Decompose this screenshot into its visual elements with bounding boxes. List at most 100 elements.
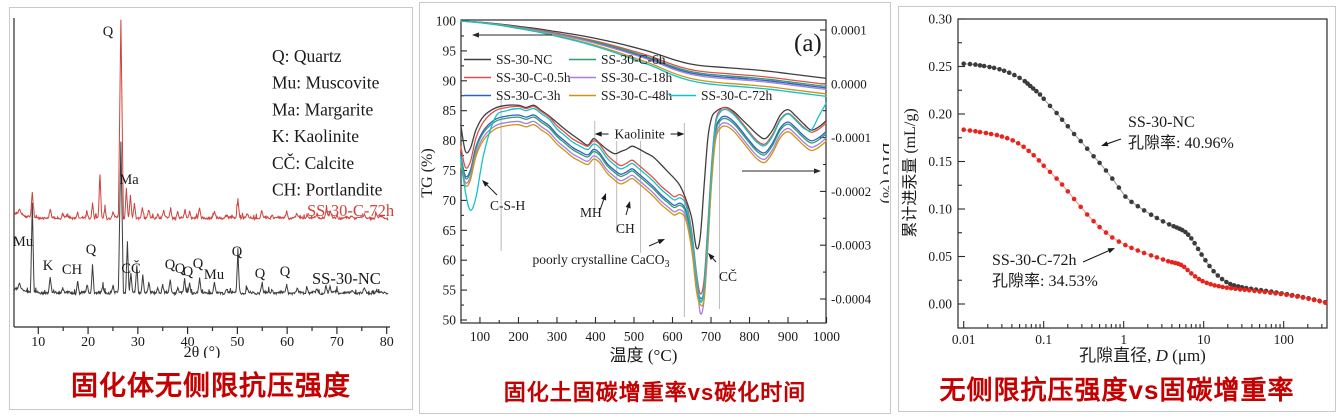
svg-text:-0.0004: -0.0004: [831, 292, 872, 307]
svg-text:0.0000: 0.0000: [831, 76, 867, 91]
svg-text:Q: Q: [255, 266, 266, 282]
legend-entry: SS-30-C-18h: [601, 70, 673, 85]
tg-legend: SS-30-NC SS-30-C-0.5h SS-30-C-3h SS-30-C-6h…: [464, 52, 773, 103]
mip-x-axis-label: 孔隙直径, D (μm): [1079, 346, 1206, 365]
svg-text:0.05: 0.05: [928, 249, 952, 264]
svg-text:400: 400: [585, 329, 606, 344]
xrd-chart: 10 20 30 40 50 60 70 80 2θ (°) SS-30-C-72h SS-30-N…: [13, 18, 395, 358]
mip-chart: 0.01 0.1 1 10 100 0.00 0.05 0.10 0.15 0.20 0.25 0.3…: [901, 12, 1328, 365]
annotation-arrow: [482, 180, 498, 196]
svg-text:CČ: CČ: [121, 260, 140, 277]
legend-entry: SS-30-C-48h: [601, 88, 673, 103]
svg-text:Q: Q: [232, 244, 243, 260]
tg-axes: [460, 19, 827, 324]
svg-text:90: 90: [443, 73, 457, 88]
mip-annotation-text: 孔隙率: 34.53%: [992, 272, 1098, 290]
dtg-curve-SS-30-C-72h: [460, 102, 828, 303]
svg-text:95: 95: [443, 43, 457, 58]
dtg-curve-SS-30-C-48h: [460, 123, 827, 307]
svg-text:800: 800: [739, 329, 760, 344]
svg-text:Mu: Muscovite: Mu: Muscovite: [272, 73, 380, 93]
svg-text:Q: Q: [103, 24, 114, 40]
annotation-arrow: [625, 201, 631, 216]
svg-text:65: 65: [443, 223, 457, 238]
svg-text:Mu: Mu: [204, 267, 224, 283]
svg-text:50: 50: [443, 313, 457, 328]
mip-annotation-text: SS-30-C-72h: [992, 252, 1076, 269]
svg-text:CH: CH: [62, 262, 83, 278]
svg-text:700: 700: [701, 329, 722, 344]
xrd-series-label: SS-30-C-72h: [307, 201, 395, 220]
tg-x-axis-label: 温度 (°C): [610, 346, 678, 365]
mip-tick-labels: 0.01 0.1 1 10 100 0.00 0.05 0.10 0.15 0.20 0.25 0.3…: [928, 12, 1294, 348]
mip-series-SS-30-C-72h: [961, 127, 1328, 306]
svg-text:75: 75: [443, 163, 457, 178]
tg-dtg-curves: [460, 20, 828, 315]
svg-text:Ma: Ma: [119, 172, 139, 188]
tg-tick-labels: 100 200 300 400 500 600 700 800 900 1000 50 55 60 65 7…: [436, 14, 872, 345]
svg-text:Kaolinite: Kaolinite: [614, 127, 664, 142]
svg-text:300: 300: [547, 329, 568, 344]
svg-text:C-S-H: C-S-H: [490, 198, 526, 213]
svg-text:K: K: [43, 258, 54, 274]
svg-text:70: 70: [443, 193, 457, 208]
tg-right-axis-label: DTG (%): [879, 143, 889, 204]
svg-text:30: 30: [131, 335, 145, 350]
svg-text:0.20: 0.20: [928, 107, 952, 122]
dtg-curve-SS-30-C-6h: [460, 116, 827, 302]
svg-text:50: 50: [230, 335, 244, 350]
svg-text:Q: Q: [86, 242, 97, 258]
xrd-x-ticks: 10 20 30 40 50 60 70 80: [31, 327, 394, 350]
legend-entry: SS-30-NC: [496, 52, 552, 67]
xrd-series-SS-30-C-72h: [13, 19, 389, 222]
tg-caption: 固化土固碳增重率vs碳化时间: [503, 380, 807, 405]
svg-text:20: 20: [81, 335, 95, 350]
annotation-arrow: [1101, 138, 1122, 147]
svg-text:55: 55: [443, 283, 457, 298]
mip-panel: 0.01 0.1 1 10 100 0.00 0.05 0.10 0.15 0.20 0.25 0.3…: [898, 6, 1336, 412]
legend-entry: SS-30-C-3h: [496, 88, 561, 103]
svg-text:-0.0001: -0.0001: [831, 130, 871, 145]
tg-curve-SS-30-NC: [460, 20, 827, 80]
svg-text:Ma: Margarite: Ma: Margarite: [272, 99, 373, 119]
mip-ticks: [958, 18, 1323, 328]
dtg-curve-SS-30-C-3h: [460, 114, 827, 300]
mip-caption: 无侧限抗压强度vs固碳增重率: [939, 374, 1295, 405]
svg-text:1000: 1000: [813, 329, 840, 344]
svg-text:1: 1: [1120, 332, 1127, 347]
svg-text:Q: Q: [183, 264, 194, 280]
tg-annotations: C-S-H MH CH poorly crystalline CaCO3 CČ Kaoli…: [472, 32, 821, 284]
legend-entry: SS-30-C-72h: [701, 88, 773, 103]
mip-annotations: SS-30-NC 孔隙率: 40.96% SS-30-C-72h 孔隙率: 34.53…: [992, 114, 1234, 290]
svg-text:Q: Q: [165, 257, 176, 273]
svg-text:60: 60: [280, 335, 294, 350]
svg-text:0.30: 0.30: [928, 12, 952, 27]
svg-text:100: 100: [436, 14, 457, 29]
dtg-curve-SS-30-C-18h: [460, 120, 827, 315]
svg-text:K: Kaolinite: K: Kaolinite: [272, 126, 359, 146]
svg-text:80: 80: [380, 335, 394, 350]
svg-text:100: 100: [1274, 332, 1295, 347]
svg-text:0.25: 0.25: [928, 59, 952, 74]
annotation-arrow: [1082, 248, 1115, 263]
svg-text:0.01: 0.01: [952, 332, 976, 347]
annotation-arrow: [648, 239, 665, 247]
svg-text:CČ: CČ: [719, 269, 737, 284]
mip-annotation-text: SS-30-NC: [1128, 114, 1195, 131]
svg-text:Q: Q: [280, 264, 291, 280]
svg-text:MH: MH: [580, 205, 602, 220]
mip-series: [961, 61, 1328, 306]
svg-text:10: 10: [31, 335, 45, 350]
mip-axes: [957, 18, 1328, 329]
xrd-x-axis-label: 2θ (°): [184, 344, 221, 358]
annotation-arrow: [472, 32, 552, 38]
svg-text:CH: Portlandite: CH: Portlandite: [272, 180, 383, 200]
xrd-legend: Q: Quartz Mu: Muscovite Ma: Margarite K: Ka…: [272, 46, 383, 200]
tg-left-axis-label: TG (%): [420, 148, 436, 197]
xrd-traces: [13, 19, 389, 297]
mip-y-axis-label: 累计进汞量 (mL/g): [901, 108, 919, 237]
legend-entry: SS-30-C-0.5h: [496, 70, 571, 85]
xrd-axes: [13, 18, 390, 328]
svg-text:200: 200: [508, 329, 528, 344]
